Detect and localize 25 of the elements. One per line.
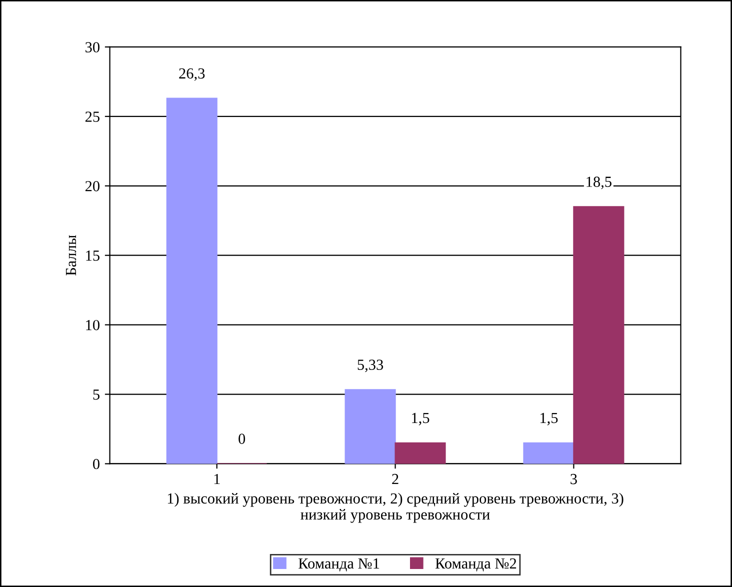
x-tick-label: 1 (214, 474, 220, 484)
y-tick-label: 10 (86, 320, 100, 330)
x-tick-label: 2 (392, 474, 398, 484)
bar (166, 98, 218, 464)
data-label: 18,5 (586, 176, 612, 190)
y-tick-label: 15 (86, 250, 100, 261)
y-tick-label: 20 (85, 181, 100, 192)
y-tick-label: 25 (85, 112, 100, 122)
bar (394, 442, 446, 464)
x-tick-label: 3 (570, 474, 577, 484)
y-tick-label: 30 (86, 42, 100, 52)
y-tick-label: 0 (93, 458, 100, 470)
bar (573, 206, 624, 464)
data-label: 1,5 (540, 412, 558, 426)
y-tick-label: 5 (93, 390, 100, 400)
data-label: 5,33 (358, 360, 384, 372)
legend-label: Команда №2 (435, 558, 516, 572)
data-label: 1,5 (412, 412, 430, 426)
data-label: 0 (238, 434, 246, 444)
bar (344, 389, 396, 464)
legend-label: Команда №1 (298, 558, 380, 572)
bar (523, 442, 574, 464)
y-axis-title: Баллы (66, 235, 76, 276)
data-label: 26,3 (179, 68, 205, 81)
x-axis-title: 1) высокий уровень тревожности, 2) средний уровень тревожности, 3) низкий уровень тревожности (168, 492, 624, 523)
